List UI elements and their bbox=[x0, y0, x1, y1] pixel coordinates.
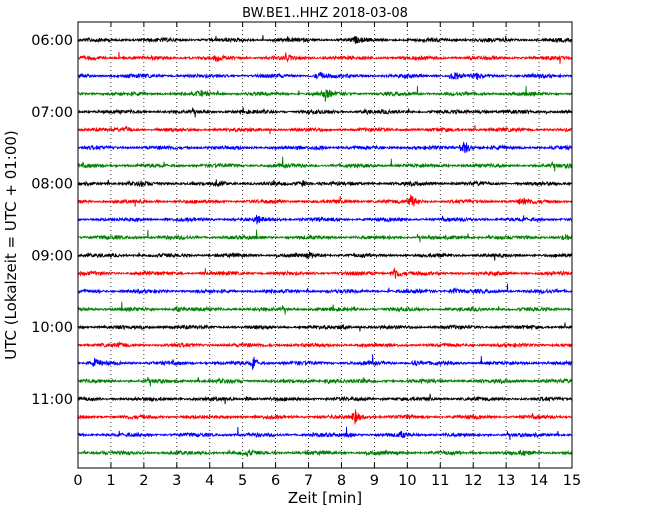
trace-1045 bbox=[77, 377, 573, 387]
trace-0845 bbox=[77, 229, 573, 243]
plot-frame bbox=[77, 21, 573, 469]
x-tick-label: 4 bbox=[205, 473, 214, 489]
trace-1130 bbox=[77, 426, 573, 441]
trace-1000 bbox=[77, 322, 573, 332]
x-tick-label: 3 bbox=[172, 473, 181, 489]
x-tick-label: 9 bbox=[370, 473, 379, 489]
x-tick-label: 12 bbox=[464, 473, 482, 489]
trace-0915 bbox=[77, 267, 573, 279]
y-tick-label: 09:00 bbox=[31, 248, 73, 264]
trace-0745 bbox=[77, 156, 573, 172]
trace-0945 bbox=[77, 301, 573, 315]
y-tick-label: 07:00 bbox=[31, 105, 73, 121]
trace-0800 bbox=[77, 179, 573, 188]
x-tick-label: 11 bbox=[431, 473, 449, 489]
chart-title: BW.BE1..HHZ 2018-03-08 bbox=[242, 6, 408, 21]
x-tick-label: 1 bbox=[106, 473, 115, 489]
trace-0615 bbox=[77, 51, 573, 64]
x-tick-label: 5 bbox=[238, 473, 247, 489]
x-axis-label: Zeit [min] bbox=[288, 489, 362, 507]
y-tick-label: 10:00 bbox=[31, 320, 73, 336]
x-tick-label: 8 bbox=[337, 473, 346, 489]
trace-0715 bbox=[77, 125, 573, 135]
x-tick-label: 14 bbox=[530, 473, 548, 489]
x-tick-label: 7 bbox=[304, 473, 313, 489]
y-tick-label: 06:00 bbox=[31, 33, 73, 49]
trace-1145 bbox=[77, 449, 573, 457]
x-tick-label: 10 bbox=[398, 473, 416, 489]
x-tick-label: 13 bbox=[497, 473, 515, 489]
trace-1015 bbox=[77, 340, 573, 349]
x-tick-label: 2 bbox=[139, 473, 148, 489]
ticks: 0 1 2 3 4 5 6 7 8 9 10 11 12 13 14 1506:0007:0008:0009:… bbox=[31, 22, 581, 489]
x-tick-label: 6 bbox=[271, 473, 280, 489]
trace-0700 bbox=[77, 107, 573, 118]
trace-0630 bbox=[77, 71, 573, 81]
y-tick-label: 11:00 bbox=[31, 392, 73, 408]
trace-0645 bbox=[77, 85, 573, 102]
trace-0815 bbox=[77, 194, 573, 207]
trace-0600 bbox=[77, 35, 573, 44]
trace-0730 bbox=[77, 141, 573, 153]
x-tick-label: 15 bbox=[563, 473, 581, 489]
traces bbox=[77, 35, 573, 457]
trace-0900 bbox=[77, 251, 573, 261]
trace-1100 bbox=[77, 393, 573, 405]
y-axis-label: UTC (Lokalzeit = UTC + 01:00) bbox=[2, 130, 20, 360]
trace-0930 bbox=[77, 283, 573, 295]
trace-0830 bbox=[77, 214, 573, 225]
y-tick-label: 08:00 bbox=[31, 177, 73, 193]
trace-1115 bbox=[77, 409, 573, 425]
x-tick-label: 0 bbox=[73, 473, 82, 489]
trace-1030 bbox=[77, 354, 573, 370]
